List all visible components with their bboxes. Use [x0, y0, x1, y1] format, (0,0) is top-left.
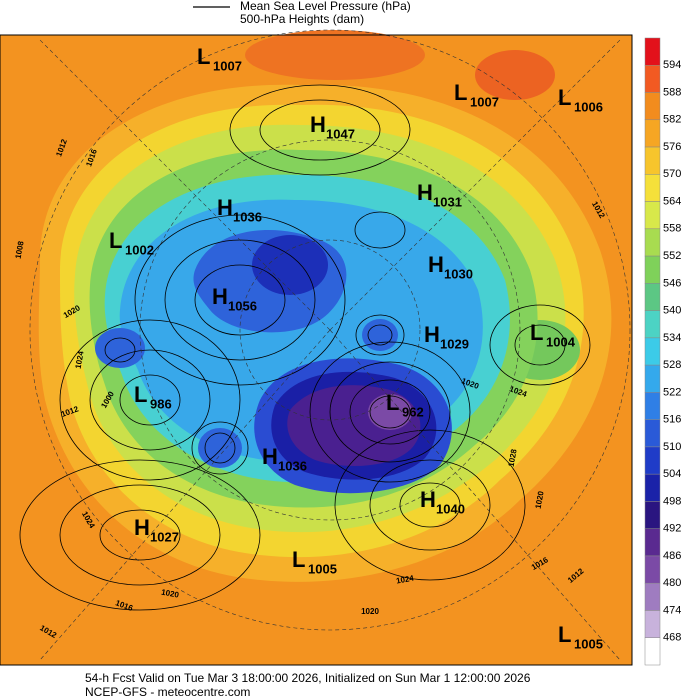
colorbar-label: 468	[663, 632, 681, 644]
colorbar-box	[644, 637, 661, 666]
pressure-symbol: L	[109, 228, 122, 253]
colorbar-box	[644, 37, 661, 66]
contour-label: 1020	[161, 588, 181, 600]
colorbar-box	[644, 65, 661, 93]
colorbar-box	[644, 228, 661, 257]
colorbar-label: 474	[663, 604, 681, 616]
pressure-value: 1004	[546, 334, 576, 349]
colorbar-box	[644, 610, 661, 638]
colorbar-box	[644, 92, 661, 121]
contour-label: 1028	[507, 448, 519, 468]
colorbar-label: 576	[663, 141, 681, 153]
pressure-value: 1056	[228, 298, 257, 313]
contour-label: 1020	[361, 607, 379, 616]
colorbar-box	[644, 337, 661, 366]
colorbar-box	[644, 174, 661, 202]
colorbar-label: 552	[663, 250, 681, 262]
colorbar-label: 540	[663, 305, 681, 317]
colorbar-box	[644, 419, 661, 448]
colorbar-box	[644, 119, 661, 148]
colorbar-box	[644, 255, 661, 284]
pressure-value: 1006	[574, 99, 603, 114]
pressure-value: 986	[150, 396, 172, 411]
colorbar-label: 516	[663, 414, 681, 426]
colorbar-box	[644, 310, 661, 339]
colorbar-box	[644, 528, 661, 557]
footer-text: 54-h Fcst Valid on Tue Mar 3 18:00:00 20…	[85, 671, 531, 685]
contour-label: 1024	[74, 350, 86, 370]
pressure-value: 1007	[213, 58, 242, 73]
colorbar-box	[644, 473, 661, 502]
pressure-symbol: H	[424, 322, 440, 347]
colorbar-label: 486	[663, 550, 681, 562]
colorbar-box	[644, 364, 661, 393]
pressure-value: 962	[402, 404, 424, 419]
colorbar-label: 480	[663, 577, 681, 589]
legend-text: 500-hPa Heights (dam)	[240, 12, 364, 26]
pressure-value: 1005	[574, 636, 603, 651]
colorbar-box	[644, 555, 661, 584]
pressure-value: 1040	[436, 501, 465, 516]
colorbar-box	[644, 392, 661, 420]
colorbar-label: 534	[663, 332, 681, 344]
pressure-value: 1036	[233, 209, 262, 224]
pressure-symbol: H	[310, 112, 326, 137]
colorbar-label: 570	[663, 168, 681, 180]
pressure-symbol: L	[134, 382, 147, 407]
contour-label: 1008	[14, 240, 26, 260]
pressure-symbol: L	[558, 85, 571, 110]
colorbar-box	[644, 582, 661, 611]
colorbar-label: 498	[663, 495, 681, 507]
pressure-symbol: L	[558, 622, 571, 647]
pressure-symbol: L	[386, 390, 399, 415]
legend-text: Mean Sea Level Pressure (hPa)	[240, 0, 411, 13]
pressure-symbol: L	[530, 320, 543, 345]
colorbar-box	[644, 501, 661, 529]
colorbar-label: 588	[663, 86, 681, 98]
pressure-symbol: L	[197, 44, 210, 69]
pressure-value: 1036	[278, 458, 307, 473]
map	[0, 29, 633, 666]
pressure-symbol: H	[217, 195, 233, 220]
colorbar-label: 504	[663, 468, 681, 480]
colorbar-box	[644, 146, 661, 175]
colorbar-label: 558	[663, 223, 681, 235]
pressure-symbol: L	[292, 547, 305, 572]
pressure-value: 1031	[433, 194, 462, 209]
pressure-value: 1030	[444, 266, 473, 281]
colorbar-label: 492	[663, 523, 681, 535]
pressure-symbol: H	[262, 444, 278, 469]
pressure-symbol: H	[420, 487, 436, 512]
pressure-value: 1007	[470, 94, 499, 109]
colorbar-label: 546	[663, 277, 681, 289]
colorbar-label: 510	[663, 441, 681, 453]
colorbar-box	[644, 446, 661, 475]
colorbar-label: 528	[663, 359, 681, 371]
pressure-value: 1029	[440, 336, 469, 351]
pressure-value: 1005	[308, 561, 337, 576]
pressure-symbol: H	[134, 515, 150, 540]
footer-text: NCEP-GFS - meteocentre.com	[85, 685, 250, 699]
colorbar-label: 564	[663, 195, 681, 207]
pressure-symbol: L	[454, 80, 467, 105]
colorbar-box	[644, 201, 661, 230]
contour-label: 1024	[395, 574, 415, 586]
colorbar-label: 582	[663, 114, 681, 126]
pressure-symbol: H	[212, 284, 228, 309]
pressure-symbol: H	[417, 180, 433, 205]
pressure-value: 1047	[326, 126, 355, 141]
pressure-value: 1002	[125, 242, 154, 257]
colorbar-label: 522	[663, 386, 681, 398]
colorbar-box	[644, 283, 661, 311]
colorbar-label: 594	[663, 59, 681, 71]
contour-label: 1020	[534, 490, 546, 510]
pressure-value: 1027	[150, 529, 179, 544]
pressure-symbol: H	[428, 252, 444, 277]
